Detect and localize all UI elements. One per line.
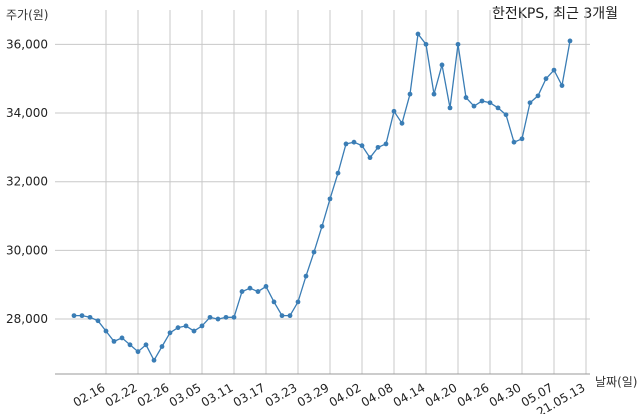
data-point	[551, 67, 557, 73]
data-point	[223, 314, 229, 320]
data-point	[287, 313, 293, 319]
grid-layer	[55, 10, 590, 374]
x-tick-label: 04.20	[423, 380, 460, 409]
y-axis-label: 주가(원)	[6, 8, 48, 22]
data-point	[415, 31, 421, 37]
x-tick-label: 04.02	[327, 380, 364, 409]
data-point	[447, 105, 453, 111]
x-tick-label: 02.26	[135, 380, 172, 409]
y-tick-label: 28,000	[6, 312, 48, 326]
data-point	[351, 139, 357, 145]
data-point	[343, 141, 349, 147]
data-point	[311, 249, 317, 255]
data-point	[367, 155, 373, 161]
data-point	[479, 98, 485, 104]
data-point	[95, 318, 101, 324]
data-point	[463, 95, 469, 100]
data-point	[239, 289, 245, 294]
data-point	[295, 299, 301, 305]
data-point	[87, 314, 93, 320]
y-tick-label: 34,000	[6, 106, 48, 120]
x-tick-label: 04.08	[359, 380, 396, 409]
x-tick-label: 03.11	[199, 380, 236, 409]
data-point	[519, 136, 525, 142]
data-point	[71, 313, 77, 319]
data-point	[111, 338, 117, 344]
data-point	[119, 335, 125, 341]
data-point	[103, 328, 109, 334]
data-point	[255, 289, 261, 294]
data-point	[143, 342, 149, 348]
data-point	[423, 41, 429, 47]
data-point	[431, 91, 437, 97]
data-point	[263, 284, 269, 289]
chart-title: 한전KPS, 최근 3개월	[492, 6, 618, 22]
x-tick-label: 03.23	[263, 380, 300, 409]
x-tick-label: 03.29	[295, 380, 332, 409]
data-point	[375, 144, 381, 150]
price-series	[71, 31, 573, 363]
data-point	[215, 316, 221, 322]
data-point	[175, 325, 181, 331]
data-point	[407, 91, 413, 97]
x-tick-label: 04.26	[455, 380, 492, 409]
data-point	[383, 141, 389, 147]
data-point	[151, 357, 157, 363]
x-tick-label: 04.14	[391, 380, 428, 409]
x-tick-label: 02.22	[103, 380, 140, 409]
x-tick-label: 03.17	[231, 380, 268, 409]
data-point	[487, 100, 493, 106]
data-point	[391, 108, 397, 114]
data-point	[207, 314, 213, 320]
data-point	[319, 223, 325, 229]
data-point	[543, 76, 549, 82]
x-tick-label: 04.30	[487, 380, 524, 409]
data-point	[535, 93, 541, 99]
data-point	[495, 105, 501, 111]
data-point	[199, 323, 205, 329]
x-tick-label: 03.05	[167, 380, 204, 409]
data-point	[471, 103, 477, 109]
data-point	[127, 342, 133, 348]
data-point	[231, 314, 237, 320]
y-tick-label: 32,000	[6, 175, 48, 189]
data-point	[183, 323, 189, 329]
data-point	[135, 349, 141, 355]
x-tick-label: 02.16	[71, 380, 108, 409]
data-point	[527, 100, 533, 106]
data-point	[567, 38, 573, 44]
x-axis-label: 날짜(일)	[595, 375, 637, 389]
data-point	[279, 313, 285, 319]
data-point	[191, 328, 197, 334]
data-point	[247, 285, 253, 291]
data-point	[559, 83, 565, 88]
data-point	[439, 62, 445, 68]
y-tick-label: 36,000	[6, 37, 48, 51]
data-point	[79, 313, 85, 319]
series-line	[74, 32, 571, 362]
data-point	[335, 170, 341, 176]
data-point	[511, 139, 517, 145]
data-point	[503, 112, 509, 118]
data-point	[455, 41, 461, 47]
data-point	[399, 120, 405, 126]
y-tick-label: 30,000	[6, 243, 48, 257]
data-point	[159, 344, 165, 349]
data-point	[327, 196, 333, 202]
data-point	[271, 299, 277, 305]
data-point	[359, 143, 365, 149]
data-point	[303, 273, 309, 279]
data-point	[167, 330, 173, 336]
